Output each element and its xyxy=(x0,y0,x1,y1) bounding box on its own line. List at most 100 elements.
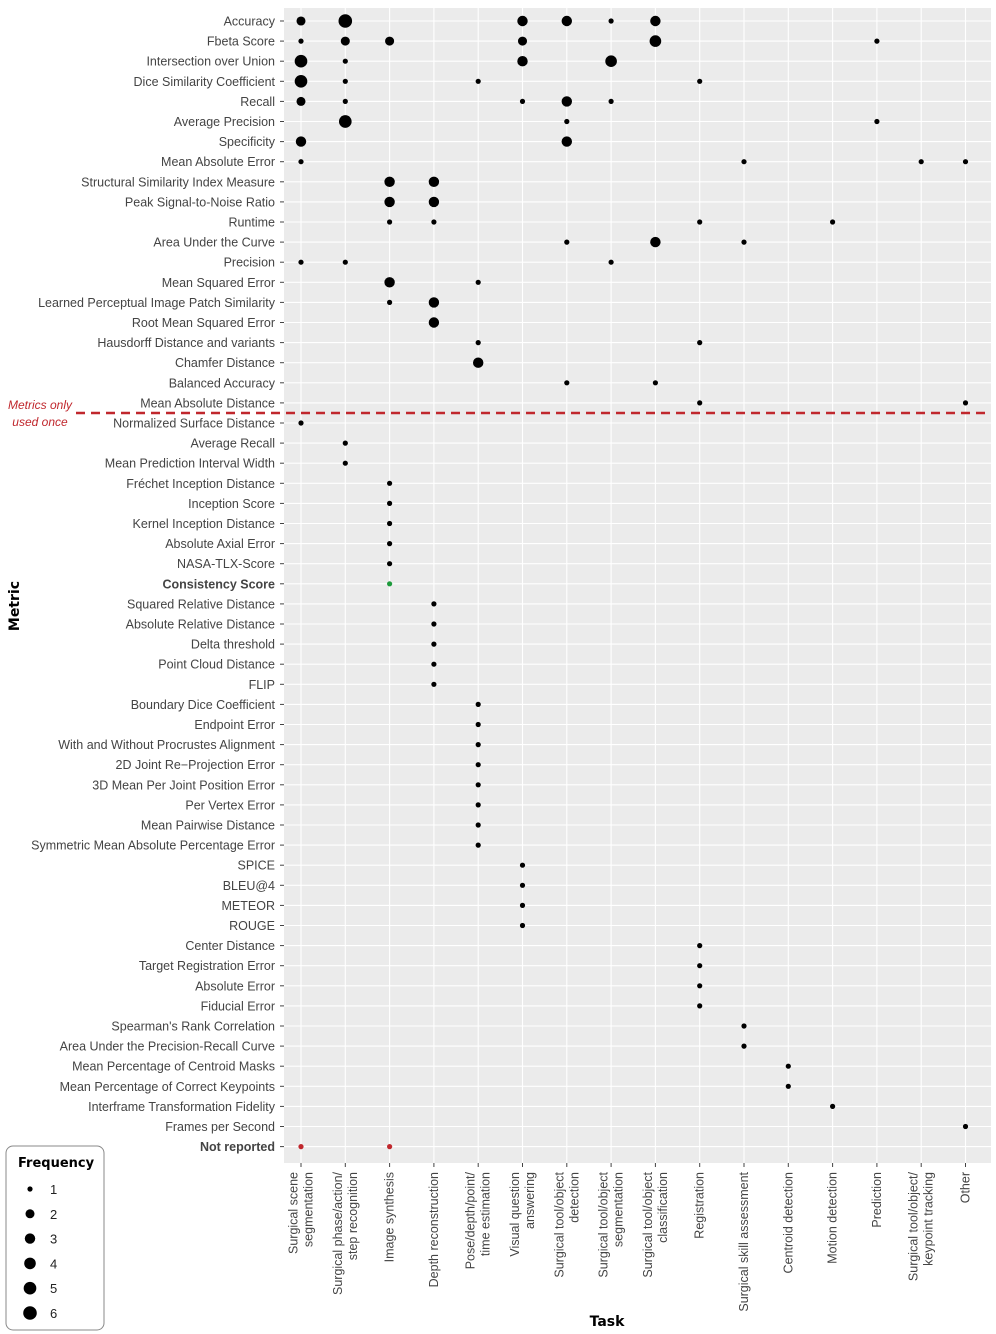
point-mean-squared-error-pose-depth-point-time-estimation xyxy=(475,279,481,285)
y-tick-label-bleu-4: BLEU@4 xyxy=(223,879,275,893)
y-tick-label-fr-chet-inception-distance: Fréchet Inception Distance xyxy=(126,477,275,491)
x-tick-label-pose-depth-point: Pose/depth/point/ xyxy=(464,1171,478,1269)
y-tick-label-average-precision: Average Precision xyxy=(174,115,275,129)
point-runtime-image-synthesis xyxy=(387,219,393,225)
y-tick-label-point-cloud-distance: Point Cloud Distance xyxy=(158,658,275,672)
y-tick-label-mean-absolute-error: Mean Absolute Error xyxy=(161,155,275,169)
y-tick-label-hausdorff-distance-and-variants: Hausdorff Distance and variants xyxy=(97,336,275,350)
point-dice-similarity-coefficient-pose-depth-point-time-estimation xyxy=(475,78,481,84)
point-mean-percentage-of-correct-keypoints-centroid-detection xyxy=(785,1083,791,1089)
point-3d-mean-per-joint-position-error-pose-depth-point-time-estimation xyxy=(475,782,481,788)
y-tick-label-center-distance: Center Distance xyxy=(185,939,275,953)
legend-label-4: 4 xyxy=(50,1256,57,1271)
y-tick-label-target-registration-error: Target Registration Error xyxy=(139,959,275,973)
point-fbeta-score-surgical-tool-object-classification xyxy=(649,35,662,47)
point-symmetric-mean-absolute-percentage-error-pose-depth-point-time-estimation xyxy=(475,842,481,848)
point-not-reported-surgical-scene-segmentation xyxy=(298,1144,304,1150)
point-specificity-surgical-tool-object-detection xyxy=(561,136,573,147)
point-recall-visual-question-answering xyxy=(519,98,526,104)
x-tick-label-keypoint-tracking: keypoint tracking xyxy=(922,1172,936,1266)
point-per-vertex-error-pose-depth-point-time-estimation xyxy=(475,802,481,808)
point-area-under-the-precision-recall-curve-surgical-skill-assessment xyxy=(741,1043,747,1049)
point-fbeta-score-image-synthesis xyxy=(385,36,395,46)
point-average-recall-surgical-phase-action-step-recognition xyxy=(342,440,348,446)
point-meteor-visual-question-answering xyxy=(519,902,526,909)
point-absolute-axial-error-image-synthesis xyxy=(387,541,393,547)
point-2d-joint-re-projection-error-pose-depth-point-time-estimation xyxy=(475,762,481,768)
y-tick-label-accuracy: Accuracy xyxy=(224,15,276,29)
y-tick-label-squared-relative-distance: Squared Relative Distance xyxy=(127,597,275,611)
point-chamfer-distance-pose-depth-point-time-estimation xyxy=(472,357,484,368)
y-tick-label-absolute-error: Absolute Error xyxy=(195,979,275,993)
point-flip-depth-reconstruction xyxy=(431,681,437,687)
y-tick-label-mean-percentage-of-centroid-masks: Mean Percentage of Centroid Masks xyxy=(72,1060,275,1074)
y-tick-label-peak-signal-to-noise-ratio: Peak Signal-to-Noise Ratio xyxy=(125,195,275,209)
point-mean-absolute-error-other xyxy=(962,159,969,165)
point-mean-prediction-interval-width-surgical-phase-action-step-recognition xyxy=(342,460,348,466)
x-tick-label-surgical-phase-action: Surgical phase/action/ xyxy=(331,1171,345,1295)
point-frames-per-second-other xyxy=(962,1123,969,1130)
point-absolute-relative-distance-depth-reconstruction xyxy=(431,621,437,627)
x-tick-label-registration: Registration xyxy=(693,1172,707,1239)
point-specificity-surgical-scene-segmentation xyxy=(295,136,307,147)
y-tick-label-inception-score: Inception Score xyxy=(188,497,275,511)
point-learned-perceptual-image-patch-similarity-depth-reconstruction xyxy=(428,297,440,308)
point-dice-similarity-coefficient-surgical-phase-action-step-recognition xyxy=(342,78,348,84)
x-tick-label-segmentation: segmentation xyxy=(302,1172,316,1247)
y-tick-label-specificity: Specificity xyxy=(219,135,276,149)
y-tick-label-average-recall: Average Recall xyxy=(190,437,275,451)
legend-label-5: 5 xyxy=(50,1281,57,1296)
panel-background xyxy=(284,8,991,1163)
y-tick-label-mean-squared-error: Mean Squared Error xyxy=(162,276,275,290)
point-mean-squared-error-image-synthesis xyxy=(384,277,395,288)
x-tick-label-answering: answering xyxy=(523,1172,537,1229)
point-intersection-over-union-visual-question-answering xyxy=(517,55,528,67)
y-tick-label-dice-similarity-coefficient: Dice Similarity Coefficient xyxy=(134,75,276,89)
point-area-under-the-curve-surgical-skill-assessment xyxy=(741,239,747,245)
x-tick-label-surgical-tool-object: Surgical tool/object/ xyxy=(907,1171,921,1281)
point-peak-signal-to-noise-ratio-image-synthesis xyxy=(384,196,395,208)
legend-dot-6 xyxy=(23,1306,37,1320)
point-area-under-the-curve-surgical-tool-object-classification xyxy=(650,236,661,248)
y-tick-label-fbeta-score: Fbeta Score xyxy=(207,35,275,49)
data-points xyxy=(294,14,969,1150)
x-tick-label-prediction: Prediction xyxy=(870,1172,884,1228)
point-average-precision-surgical-phase-action-step-recognition xyxy=(338,115,352,128)
y-tick-label-interframe-transformation-fidelity: Interframe Transformation Fidelity xyxy=(88,1100,276,1114)
y-tick-label-flip: FLIP xyxy=(249,678,275,692)
point-dice-similarity-coefficient-registration xyxy=(697,78,703,84)
point-rouge-visual-question-answering xyxy=(519,922,526,929)
point-endpoint-error-pose-depth-point-time-estimation xyxy=(475,721,481,728)
point-fbeta-score-surgical-scene-segmentation xyxy=(298,38,304,44)
legend-dot-3 xyxy=(24,1233,36,1244)
x-tick-label-depth-reconstruction: Depth reconstruction xyxy=(427,1172,441,1287)
y-tick-label-intersection-over-union: Intersection over Union xyxy=(146,55,275,69)
point-balanced-accuracy-surgical-tool-object-classification xyxy=(652,380,659,386)
point-center-distance-registration xyxy=(697,943,703,949)
y-tick-label-learned-perceptual-image-patch-similarity: Learned Perceptual Image Patch Similarit… xyxy=(38,296,276,310)
point-balanced-accuracy-surgical-tool-object-detection xyxy=(564,380,570,386)
y-tick-label-meteor: METEOR xyxy=(222,899,275,913)
legend-items: 1 2 3 4 5 6 xyxy=(23,1182,57,1321)
x-tick-label-surgical-tool-object: Surgical tool/object xyxy=(641,1171,655,1277)
point-root-mean-squared-error-depth-reconstruction xyxy=(428,317,440,328)
point-precision-surgical-tool-object-segmentation xyxy=(608,259,614,265)
legend-label-1: 1 xyxy=(50,1182,57,1197)
x-axis-title: Task xyxy=(590,1314,626,1330)
y-tick-label-mean-absolute-distance: Mean Absolute Distance xyxy=(140,396,275,410)
point-hausdorff-distance-and-variants-pose-depth-point-time-estimation xyxy=(475,340,481,346)
point-not-reported-image-synthesis xyxy=(387,1144,393,1150)
point-intersection-over-union-surgical-tool-object-segmentation xyxy=(605,55,617,67)
y-tick-label-with-and-without-procrustes-alignment: With and Without Procrustes Alignment xyxy=(58,738,275,752)
point-intersection-over-union-surgical-phase-action-step-recognition xyxy=(342,58,348,64)
point-boundary-dice-coefficient-pose-depth-point-time-estimation xyxy=(475,701,481,708)
y-tick-label-delta-threshold: Delta threshold xyxy=(191,638,275,652)
annotation-line-2: used once xyxy=(12,415,68,429)
x-tick-label-classification: classification xyxy=(656,1172,670,1243)
point-fr-chet-inception-distance-image-synthesis xyxy=(387,480,393,486)
x-tick-labels: Surgical scene segmentation Surgical phase… xyxy=(287,1163,973,1312)
point-fbeta-score-prediction xyxy=(874,38,880,44)
y-tick-label-spearman-s-rank-correlation: Spearman's Rank Correlation xyxy=(111,1020,275,1034)
frequency-legend: Frequency 1 2 3 4 5 6 xyxy=(5,1145,105,1331)
y-tick-label-symmetric-mean-absolute-percentage-error: Symmetric Mean Absolute Percentage Error xyxy=(31,839,275,853)
